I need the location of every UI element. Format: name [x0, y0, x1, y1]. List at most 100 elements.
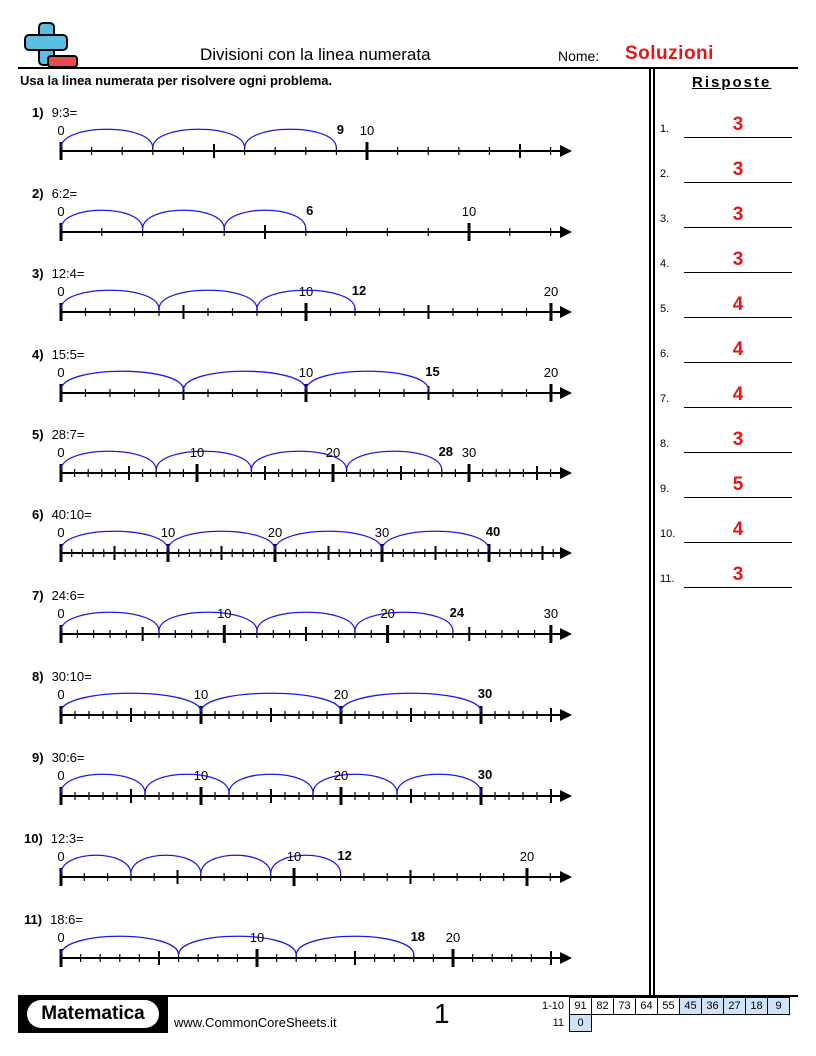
jump-arc: [60, 450, 157, 471]
answer-value[interactable]: 4: [732, 384, 744, 405]
tick-label: 20: [267, 525, 283, 540]
jump-arc: [60, 692, 202, 713]
score-row: 1-10 91 82 73 64 55 45 36 27 18 9: [528, 997, 790, 1015]
tick-label: 0: [57, 445, 65, 460]
problem-label: 4) 15:5=: [32, 347, 84, 362]
footer-divider: [18, 995, 798, 997]
tick-label: 0: [57, 768, 65, 783]
answer-value[interactable]: 4: [732, 339, 744, 360]
jump-arc: [381, 530, 490, 551]
answer-number: 8.: [660, 438, 670, 450]
arrow-icon: [560, 306, 572, 318]
problem-expression: 6:2=: [51, 186, 78, 201]
tick-label: 0: [57, 687, 65, 702]
jump-arc: [60, 209, 144, 230]
tick-label: 10: [160, 525, 176, 540]
answer-number: 1.: [660, 123, 670, 135]
arrow-icon: [560, 145, 572, 157]
answer-line: [684, 317, 792, 318]
site-url: www.CommonCoreSheets.it: [174, 1015, 337, 1030]
tick-label: 0: [57, 525, 65, 540]
arrow-icon: [560, 547, 572, 559]
jump-arc: [60, 935, 180, 956]
problem-label: 6) 40:10=: [32, 507, 92, 522]
jump-arc: [177, 935, 297, 956]
jump-arc: [155, 450, 253, 471]
problem-number: 2): [32, 186, 44, 201]
jump-arc: [144, 773, 230, 794]
problem-number: 11): [24, 912, 43, 927]
problem-number: 8): [32, 669, 44, 684]
problem-expression: 12:3=: [50, 831, 84, 846]
jump-arc: [396, 773, 482, 794]
tick-label: 20: [325, 445, 341, 460]
answer-line: [684, 137, 792, 138]
score-cell: 36: [701, 997, 724, 1015]
answer-value[interactable]: 3: [732, 429, 744, 450]
answer-number: 4.: [660, 258, 670, 270]
jump-arc: [60, 128, 154, 149]
jump-arc: [60, 370, 185, 391]
problem-expression: 30:6=: [51, 750, 85, 765]
answer-value[interactable]: 5: [732, 474, 744, 495]
dividend-label: 12: [351, 283, 367, 298]
answer-value[interactable]: 4: [732, 294, 744, 315]
problem-label: 3) 12:4=: [32, 266, 84, 281]
header-divider: [18, 67, 798, 69]
tick-label: 20: [333, 687, 349, 702]
answer-value[interactable]: 3: [732, 564, 744, 585]
problem-label: 7) 24:6=: [32, 588, 84, 603]
problem-number: 10): [24, 831, 43, 846]
answer-value[interactable]: 3: [732, 114, 744, 135]
answer-number: 2.: [660, 168, 670, 180]
instructions: Usa la linea numerata per risolvere ogni…: [20, 73, 333, 88]
column-divider-left: [649, 69, 651, 996]
brand-label: Matematica: [27, 1000, 159, 1028]
jump-arc: [256, 611, 356, 632]
answer-value[interactable]: 3: [732, 159, 744, 180]
arrow-icon: [560, 871, 572, 883]
jump-arc: [270, 854, 342, 875]
answer-number: 7.: [660, 393, 670, 405]
dividend-label: 24: [449, 605, 465, 620]
tick-label: 10: [193, 768, 209, 783]
tick-label: 0: [57, 930, 65, 945]
dividend-label: 15: [425, 364, 440, 379]
page-number: 1: [434, 998, 450, 1029]
jump-arc: [250, 450, 348, 471]
tick-label: 20: [333, 768, 349, 783]
tick-label: 30: [461, 445, 477, 460]
problem-label: 5) 28:7=: [32, 427, 84, 442]
jump-arc: [200, 854, 272, 875]
problem-label: 1) 9:3=: [32, 105, 77, 120]
tick-label: 10: [193, 687, 209, 702]
jump-arc: [243, 128, 338, 149]
dividend-label: 28: [438, 444, 454, 459]
jump-arc: [295, 935, 415, 956]
score-cell: 0: [569, 1014, 592, 1032]
score-cell: 18: [745, 997, 768, 1015]
jump-arc: [60, 854, 132, 875]
jump-arc: [256, 289, 356, 310]
answer-line: [684, 227, 792, 228]
answer-line: [684, 362, 792, 363]
worksheet-title: Divisioni con la linea numerata: [200, 45, 431, 64]
answer-line: [684, 542, 792, 543]
jump-arc: [274, 530, 383, 551]
answer-number: 11.: [660, 573, 675, 585]
answer-value[interactable]: 4: [732, 519, 744, 540]
answer-value[interactable]: 3: [732, 204, 744, 225]
problem-number: 1): [32, 105, 44, 120]
dividend-label: 9: [336, 122, 345, 137]
arrow-icon: [560, 709, 572, 721]
jump-arc: [60, 289, 160, 310]
score-table: 1-10 91 82 73 64 55 45 36 27 18 9 11 0: [528, 997, 790, 1032]
answer-value[interactable]: 3: [732, 249, 744, 270]
jump-arc: [152, 128, 246, 149]
answer-line: [684, 272, 792, 273]
